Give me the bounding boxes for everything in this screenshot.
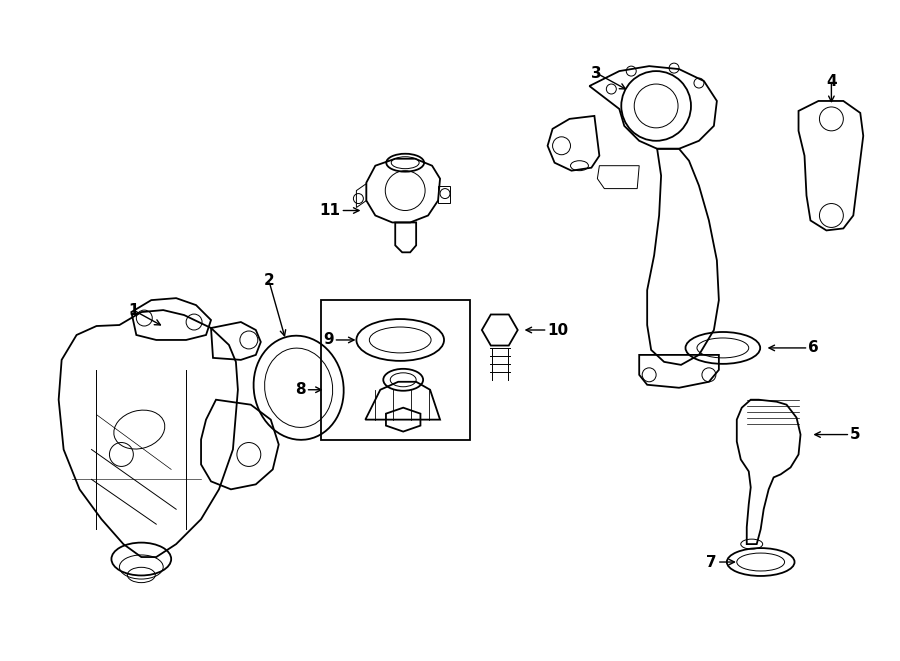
Text: 7: 7 <box>706 555 717 570</box>
Text: 11: 11 <box>320 203 340 218</box>
Text: 1: 1 <box>128 303 139 317</box>
Text: 10: 10 <box>547 323 569 338</box>
Bar <box>320 300 470 440</box>
Text: 6: 6 <box>808 340 819 356</box>
Text: 2: 2 <box>264 273 274 288</box>
Text: 8: 8 <box>295 382 306 397</box>
Text: 9: 9 <box>323 332 334 348</box>
Text: 5: 5 <box>850 427 861 442</box>
Text: 3: 3 <box>591 65 602 81</box>
Text: 4: 4 <box>826 73 837 89</box>
